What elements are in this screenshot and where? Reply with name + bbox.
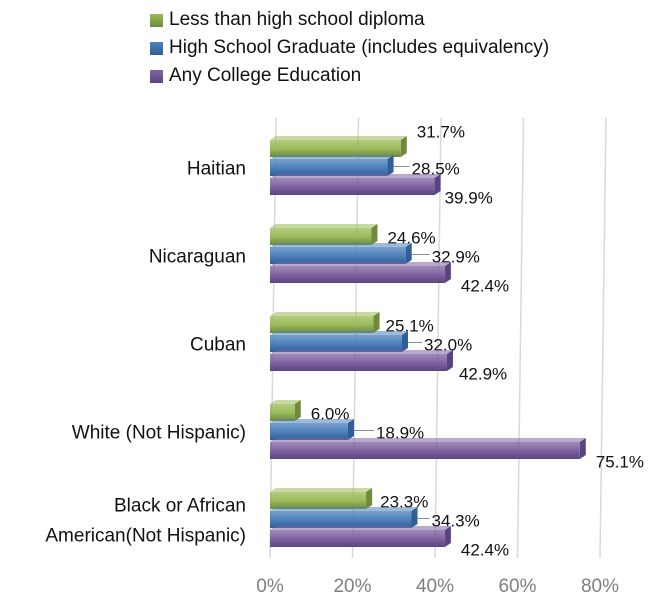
bar-end-cap — [405, 243, 412, 264]
bar-end-cap — [434, 174, 441, 195]
bar-top-face — [270, 136, 407, 140]
data-label: 42.9% — [459, 365, 507, 384]
gridline — [516, 117, 525, 559]
category-label: Cuban — [190, 335, 246, 356]
data-label: 18.9% — [376, 424, 424, 443]
legend-item: High School Graduate (includes equivalen… — [150, 34, 549, 62]
bar-end-cap — [444, 526, 451, 547]
bar-top-face — [270, 526, 451, 530]
x-tick-label: 40% — [416, 576, 454, 597]
bar-top-face — [270, 350, 453, 354]
x-tick-label: 0% — [256, 576, 284, 597]
bar-top-face — [270, 155, 394, 159]
x-tick-label: 60% — [498, 576, 536, 597]
bar-end-cap — [402, 331, 408, 352]
bar-end-cap — [411, 507, 418, 528]
bar-top-face — [270, 331, 408, 335]
category-label: American(Not Hispanic) — [45, 526, 246, 547]
legend-swatch — [150, 41, 163, 55]
bar — [270, 228, 372, 245]
bar — [270, 140, 401, 157]
bar-top-face — [270, 174, 441, 178]
bar — [270, 159, 388, 176]
data-label: 34.3% — [431, 512, 479, 531]
legend-item: Less than high school diploma — [150, 6, 549, 34]
data-label: 42.4% — [461, 541, 509, 560]
category-label: White (Not Hispanic) — [72, 423, 246, 444]
bar-end-cap — [371, 224, 378, 245]
bar — [270, 335, 402, 352]
data-label: 42.4% — [461, 277, 509, 296]
data-label: 23.3% — [380, 493, 428, 512]
category-label: Nicaraguan — [149, 247, 246, 268]
data-label: 32.0% — [424, 336, 472, 355]
bar-top-face — [270, 488, 373, 492]
bar-top-face — [270, 400, 301, 404]
bar — [270, 442, 580, 459]
bar — [270, 530, 445, 547]
bar-end-cap — [373, 312, 380, 333]
data-label: 25.1% — [386, 317, 434, 336]
bar — [270, 404, 295, 421]
bar-top-face — [270, 507, 418, 511]
data-label: 24.6% — [387, 229, 435, 248]
data-label: 6.0% — [311, 405, 350, 424]
legend-label: High School Graduate (includes equivalen… — [169, 37, 550, 58]
bar-top-face — [270, 243, 412, 247]
bar-end-cap — [579, 438, 586, 459]
legend-label: Any College Education — [169, 65, 362, 86]
bar — [270, 492, 367, 509]
bar — [270, 247, 406, 264]
bar — [270, 511, 412, 528]
legend-swatch — [150, 69, 163, 83]
bar — [270, 423, 348, 440]
data-label: 31.7% — [417, 123, 465, 142]
bar-end-cap — [366, 488, 373, 509]
legend-item: Any College Education — [150, 62, 549, 90]
gridline — [599, 117, 607, 559]
bar-top-face — [270, 312, 380, 316]
bar-top-face — [270, 262, 451, 266]
bar-end-cap — [400, 136, 407, 157]
bar-end-cap — [347, 419, 354, 440]
data-label: 32.9% — [432, 248, 480, 267]
bar-top-face — [270, 224, 378, 228]
bar — [270, 316, 374, 333]
bar-top-face — [270, 438, 586, 442]
bar-end-cap — [387, 155, 394, 176]
legend-swatch — [150, 13, 163, 27]
data-label: 28.5% — [412, 160, 460, 179]
bar-top-face — [270, 419, 354, 423]
bar-end-cap — [444, 262, 451, 283]
x-tick-label: 80% — [581, 576, 619, 597]
chart-legend: Less than high school diploma High School… — [150, 6, 549, 90]
x-tick-label: 20% — [333, 576, 371, 597]
data-label: 75.1% — [596, 453, 644, 472]
bar — [270, 266, 445, 283]
bar-end-cap — [446, 350, 453, 371]
data-label: 39.9% — [445, 189, 493, 208]
legend-label: Less than high school diploma — [169, 9, 425, 30]
category-label: Black or African — [114, 496, 246, 517]
bar — [270, 354, 447, 371]
category-label: Haitian — [187, 159, 246, 180]
bar — [270, 178, 435, 195]
bar-end-cap — [294, 400, 301, 421]
